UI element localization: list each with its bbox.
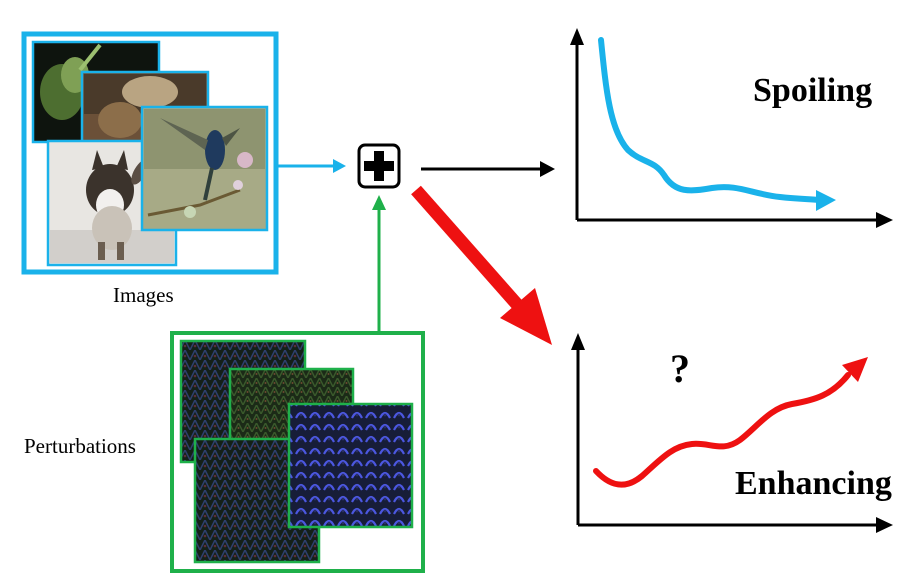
spoiling-label: Spoiling [753, 72, 873, 109]
arrow-plus-to-spoiling [421, 161, 555, 177]
perturbation-thumbnail-4 [287, 402, 414, 529]
enhancing-plot [571, 333, 893, 533]
spoiling-plot [570, 28, 893, 228]
arrow-images-to-plus [276, 159, 346, 173]
perturbations-caption: Perturbations [24, 434, 136, 458]
arrow-plus-to-enhancing [411, 185, 552, 345]
spoiling-curve [598, 37, 823, 203]
question-mark: ? [670, 346, 690, 391]
enhancing-curve [593, 372, 851, 488]
images-group [21, 31, 279, 275]
image-thumbnail-hummingbird [140, 105, 269, 232]
arrow-perturbations-to-plus [372, 195, 386, 332]
plus-in-box-icon [357, 143, 401, 189]
enhancing-label: Enhancing [735, 465, 892, 502]
perturbations-group [170, 331, 425, 573]
images-caption: Images [113, 283, 174, 307]
